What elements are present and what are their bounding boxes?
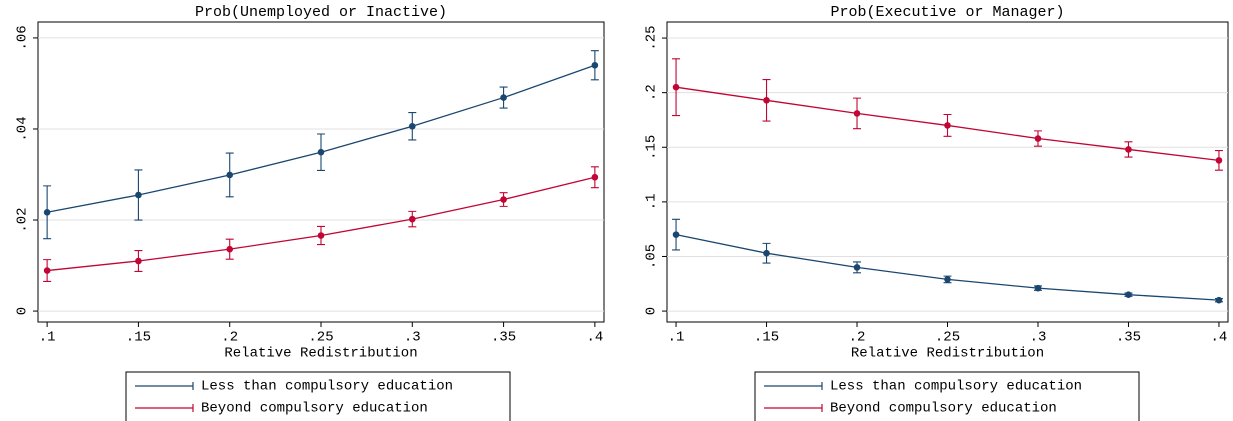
x-tick-label: .3 <box>404 330 421 346</box>
legend-label: Less than compulsory education <box>830 379 1082 395</box>
point <box>944 122 951 129</box>
x-tick-label: .35 <box>1116 330 1141 346</box>
point <box>317 232 325 239</box>
point <box>591 61 599 69</box>
x-tick-label: .1 <box>39 330 56 346</box>
point <box>1034 135 1042 142</box>
point <box>135 191 142 199</box>
point <box>317 148 325 156</box>
point <box>763 249 770 257</box>
legend-swatch <box>764 382 823 390</box>
point <box>500 196 507 203</box>
point <box>226 171 234 179</box>
plot-area <box>666 21 1229 323</box>
x-tick-label: .2 <box>849 330 866 346</box>
y-tick-label: .1 <box>644 193 660 210</box>
y-tick-label: .25 <box>644 25 660 50</box>
legend-swatch <box>764 404 823 412</box>
y-tick-label: 0 <box>15 307 31 315</box>
point <box>672 83 680 91</box>
chart-title: Prob(Executive or Manager) <box>830 4 1064 21</box>
x-tick-label: .2 <box>221 330 238 346</box>
point <box>672 231 680 238</box>
x-tick-label: .25 <box>935 330 960 346</box>
point <box>853 264 861 271</box>
point <box>944 276 951 283</box>
point <box>135 257 142 265</box>
y-tick-label: .06 <box>15 25 31 50</box>
x-tick-label: .4 <box>586 330 603 346</box>
y-tick-label: 0 <box>644 307 660 315</box>
x-axis-label: Relative Redistribution <box>851 346 1044 362</box>
legend-label: Less than compulsory education <box>201 379 453 395</box>
point <box>43 267 51 274</box>
x-tick-label: .15 <box>126 330 151 346</box>
x-tick-label: .4 <box>1211 330 1228 346</box>
legend-box <box>754 371 1140 421</box>
point <box>226 245 234 253</box>
point <box>853 110 861 117</box>
y-tick-label: .04 <box>15 116 31 141</box>
legend-swatch <box>135 404 194 412</box>
x-tick-label: .3 <box>1030 330 1047 346</box>
x-tick-label: .35 <box>491 330 516 346</box>
point <box>1125 291 1132 298</box>
plot-area <box>37 21 605 323</box>
legend-swatch <box>135 382 194 390</box>
x-axis-label: Relative Redistribution <box>224 346 417 362</box>
legend-label: Beyond compulsory education <box>201 401 428 417</box>
y-tick-label: .05 <box>644 244 660 269</box>
point <box>408 215 416 223</box>
y-tick-label: .2 <box>644 84 660 101</box>
chart-title: Prob(Unemployed or Inactive) <box>195 4 447 21</box>
point <box>408 122 416 130</box>
point <box>763 97 770 104</box>
x-tick-label: .15 <box>754 330 779 346</box>
point <box>43 208 51 216</box>
point <box>1125 146 1132 153</box>
point <box>1215 296 1223 304</box>
legend-label: Beyond compulsory education <box>830 401 1057 417</box>
y-tick-label: .15 <box>644 135 660 160</box>
point <box>1034 284 1042 292</box>
x-tick-label: .1 <box>668 330 685 346</box>
point <box>1215 157 1223 164</box>
y-tick-label: .02 <box>15 207 31 232</box>
point <box>500 94 507 101</box>
point <box>591 173 599 181</box>
x-tick-label: .25 <box>308 330 333 346</box>
legend-box <box>125 371 511 421</box>
